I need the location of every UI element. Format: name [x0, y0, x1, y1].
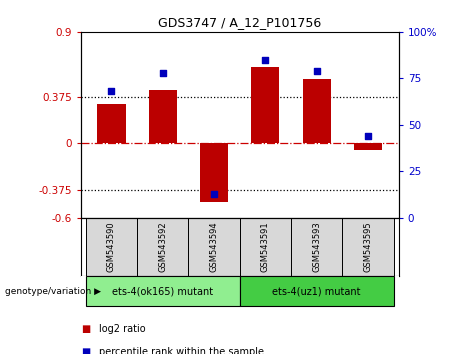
Bar [291, 218, 343, 276]
Point [108, 88, 115, 94]
Text: ■: ■ [81, 324, 90, 334]
Title: GDS3747 / A_12_P101756: GDS3747 / A_12_P101756 [158, 16, 321, 29]
Text: GSM543591: GSM543591 [261, 222, 270, 272]
Text: ets-4(ok165) mutant: ets-4(ok165) mutant [112, 286, 213, 296]
Text: GSM543590: GSM543590 [107, 222, 116, 272]
Text: ■: ■ [81, 347, 90, 354]
Point [364, 133, 372, 139]
Bar [240, 276, 394, 306]
Bar [343, 218, 394, 276]
Bar [251, 67, 279, 143]
Bar [302, 79, 331, 143]
Point [262, 57, 269, 63]
Bar [86, 276, 240, 306]
Bar [137, 218, 189, 276]
Point [313, 68, 320, 74]
Text: GSM543593: GSM543593 [312, 222, 321, 272]
Bar [240, 218, 291, 276]
Bar [189, 218, 240, 276]
Text: log2 ratio: log2 ratio [99, 324, 146, 334]
Bar [354, 143, 382, 149]
Text: GSM543595: GSM543595 [363, 222, 372, 272]
Bar [200, 143, 228, 202]
Text: percentile rank within the sample: percentile rank within the sample [99, 347, 264, 354]
Text: GSM543592: GSM543592 [158, 222, 167, 272]
Bar [97, 104, 125, 143]
Text: GSM543594: GSM543594 [210, 222, 219, 272]
Text: genotype/variation ▶: genotype/variation ▶ [5, 287, 100, 296]
Point [159, 70, 166, 76]
Text: ets-4(uz1) mutant: ets-4(uz1) mutant [272, 286, 361, 296]
Bar [148, 90, 177, 143]
Point [210, 191, 218, 196]
Bar [86, 218, 137, 276]
